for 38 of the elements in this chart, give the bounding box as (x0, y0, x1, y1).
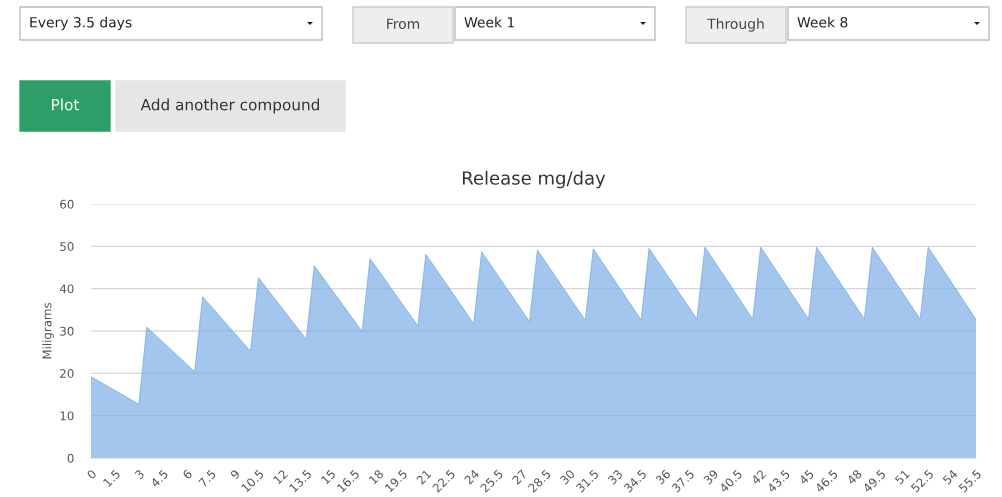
x-tick-label: 39 (703, 469, 719, 485)
x-tick-label: 36 (655, 469, 671, 485)
x-tick-label: 3 (134, 469, 145, 480)
y-tick-label: 20 (60, 369, 74, 378)
x-tick-label: 24 (463, 469, 480, 485)
x-tick-label: 9 (229, 469, 241, 480)
x-tick-label: 30 (559, 469, 576, 485)
y-tick-label: 10 (60, 411, 74, 421)
x-tick-label: 15 (320, 469, 336, 485)
text: Week 1 (464, 16, 515, 28)
text: Week 8 (797, 16, 848, 28)
x-tick-label: 1.5 (102, 469, 121, 488)
x-tick-label: 42 (750, 469, 767, 485)
x-tick-label: 48 (846, 469, 863, 486)
x-tick-label: 54 (942, 469, 959, 485)
text: From (387, 18, 420, 30)
text: Plot (52, 98, 80, 111)
x-tick-label: 27 (511, 469, 528, 485)
y-tick-label: 40 (59, 284, 74, 294)
x-tick-label: 33 (607, 469, 624, 485)
y-tick-label: 50 (60, 242, 74, 251)
y-axis-title: Miligrams (42, 302, 54, 359)
chart-title: Release mg/day (462, 170, 606, 189)
x-tick-label: 4.5 (150, 469, 169, 488)
text: Through (707, 18, 764, 32)
y-tick-label: 60 (60, 199, 74, 209)
x-tick-label: 0 (86, 469, 97, 480)
x-tick-label: 7.5 (198, 469, 217, 488)
x-tick-label: 21 (416, 469, 432, 485)
x-tick-label: 51 (894, 469, 910, 485)
text: Every 3.5 days (30, 16, 132, 31)
x-tick-label: 6 (182, 469, 193, 480)
x-tick-label: 12 (272, 469, 288, 485)
y-tick-label: 30 (60, 326, 74, 336)
x-tick-label: 18 (368, 469, 384, 485)
text: Add another compound (140, 98, 319, 114)
x-tick-label: 45 (798, 469, 815, 486)
y-tick-label: 0 (67, 453, 74, 463)
